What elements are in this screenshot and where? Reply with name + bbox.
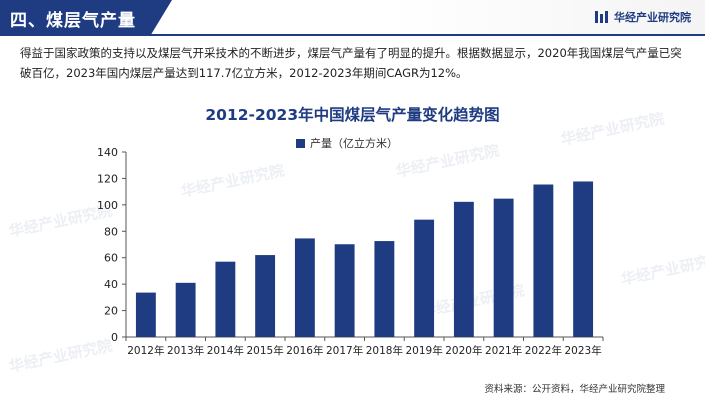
bar-2012年 (135, 292, 156, 337)
legend-swatch (296, 138, 305, 148)
bar-2020年 (453, 201, 474, 337)
x-tick-label: 2013年 (167, 344, 204, 357)
chart-title: 2012-2023年中国煤层气产量变化趋势图 (205, 106, 500, 124)
y-tick-label: 0 (111, 331, 118, 344)
brand: 华经产业研究院 (595, 9, 691, 25)
bar-2019年 (414, 219, 435, 337)
bar-2021年 (493, 198, 514, 337)
source-note: 资料来源：公开资料，华经产业研究院整理 (484, 384, 665, 395)
x-tick-label: 2022年 (525, 344, 562, 357)
header-title-bar (0, 0, 172, 34)
bar-2023年 (573, 181, 594, 337)
x-tick-label: 2016年 (286, 344, 323, 357)
header-band: 四、煤层气产量 华经产业研究院 (0, 0, 705, 34)
y-tick-label: 120 (97, 172, 118, 185)
x-tick-label: 2014年 (207, 344, 244, 357)
y-tick-label: 80 (104, 225, 118, 238)
x-tick-label: 2015年 (247, 344, 284, 357)
y-tick-label: 100 (97, 199, 118, 212)
y-tick-label: 60 (104, 252, 118, 265)
intro-paragraph: 得益于国家政策的支持以及煤层气开采技术的不断进步，煤层气产量有了明显的提升。根据… (20, 46, 682, 80)
header-underline (0, 34, 705, 36)
y-tick-label: 140 (97, 146, 118, 159)
chart-legend: 产量（亿立方米） (296, 135, 398, 151)
x-tick-label: 2012年 (127, 344, 164, 357)
x-tick-label: 2021年 (485, 344, 522, 357)
page-title: 四、煤层气产量 (10, 11, 136, 31)
bar-2014年 (215, 261, 236, 337)
bar-2017年 (334, 244, 355, 337)
y-tick-label: 40 (104, 278, 118, 291)
legend-label: 产量（亿立方米） (310, 137, 398, 150)
y-tick-label: 20 (104, 305, 118, 318)
bar-2015年 (255, 255, 276, 337)
x-tick-label: 2020年 (445, 344, 482, 357)
bar-2016年 (294, 238, 315, 337)
bar-2018年 (374, 241, 395, 337)
brand-name: 华经产业研究院 (614, 11, 691, 24)
bar-2013年 (175, 282, 196, 337)
brand-logo-icon (595, 11, 608, 23)
x-tick-label: 2017年 (326, 344, 363, 357)
x-tick-label: 2019年 (406, 344, 443, 357)
bar-2022年 (533, 184, 554, 337)
x-tick-label: 2023年 (565, 344, 602, 357)
x-tick-label: 2018年 (366, 344, 403, 357)
